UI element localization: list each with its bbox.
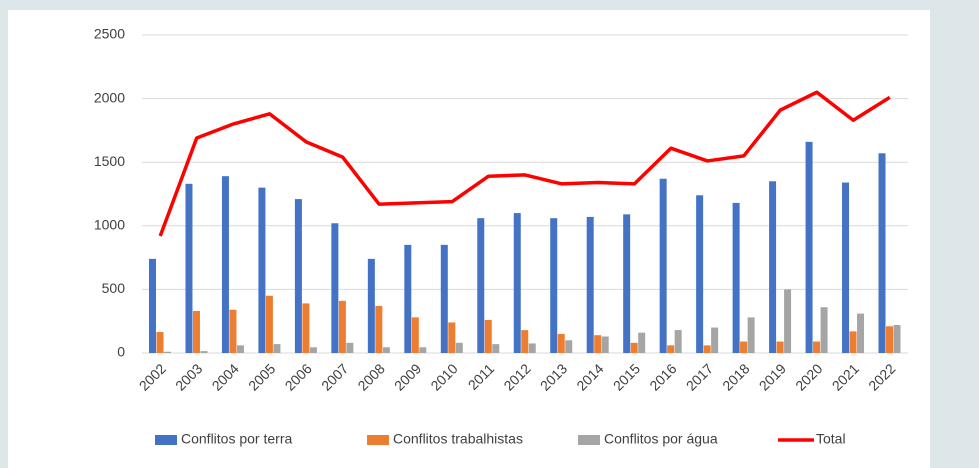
legend-label: Total: [816, 431, 846, 447]
bar: [769, 181, 777, 353]
bar: [265, 295, 273, 353]
bar: [878, 153, 886, 353]
legend-label: Conflitos por terra: [181, 431, 292, 447]
chart-panel: [8, 10, 930, 468]
bar: [229, 309, 237, 353]
bar: [813, 341, 821, 353]
y-tick-label: 0: [117, 344, 125, 360]
bar: [849, 331, 857, 353]
legend-label: Conflitos por água: [604, 431, 718, 447]
bar: [638, 332, 646, 353]
bar: [776, 341, 784, 353]
bar: [411, 317, 419, 353]
bar: [477, 218, 485, 353]
bar: [805, 141, 813, 353]
bar: [367, 258, 375, 353]
y-tick-label: 1000: [94, 217, 125, 233]
bar: [148, 258, 156, 353]
bar: [200, 351, 208, 353]
bar: [732, 202, 740, 353]
bar: [185, 183, 193, 353]
bar: [784, 289, 792, 353]
bar: [440, 244, 448, 353]
bar: [221, 176, 229, 353]
legend-swatch: [155, 435, 177, 445]
bar: [492, 344, 500, 353]
bar: [382, 347, 390, 353]
line-series: [158, 90, 891, 237]
y-tick-label: 500: [102, 280, 126, 296]
bar: [331, 223, 339, 353]
bar: [448, 322, 456, 353]
bar: [711, 327, 719, 353]
legend-swatch: [578, 435, 600, 445]
y-tick-label: 2000: [94, 89, 125, 105]
bar: [557, 333, 565, 353]
y-tick-label: 1500: [94, 153, 125, 169]
bar: [601, 336, 609, 353]
bar: [886, 326, 894, 353]
bar: [192, 311, 200, 353]
bar: [419, 347, 427, 353]
bar: [594, 335, 602, 353]
bar: [842, 182, 850, 353]
bar: [659, 178, 667, 353]
bar: [820, 307, 828, 353]
bar: [302, 303, 310, 353]
bar: [455, 342, 463, 353]
legend-label: Conflitos trabalhistas: [393, 431, 523, 447]
bar: [550, 218, 558, 353]
bar: [309, 347, 317, 353]
bar: [674, 330, 682, 353]
bar: [696, 195, 704, 353]
bar: [703, 345, 711, 353]
bar: [484, 319, 492, 353]
bar: [623, 214, 631, 353]
bar: [156, 332, 164, 353]
bar: [893, 325, 901, 353]
bar: [338, 300, 346, 353]
bar: [236, 345, 244, 353]
bar: [565, 340, 573, 353]
bar: [857, 313, 865, 353]
bar: [258, 187, 266, 353]
bar: [586, 216, 594, 353]
legend-swatch: [367, 435, 389, 445]
bar: [667, 345, 675, 353]
bar: [163, 351, 171, 353]
bar: [404, 244, 412, 353]
bar: [513, 213, 521, 353]
bar: [740, 341, 748, 353]
bar: [747, 317, 755, 353]
bar: [528, 343, 536, 353]
bar: [346, 342, 354, 353]
bar: [294, 199, 302, 353]
bar: [630, 342, 638, 353]
bar: [375, 305, 383, 353]
bar: [521, 330, 529, 353]
y-tick-label: 2500: [94, 26, 125, 42]
bar: [273, 344, 281, 353]
